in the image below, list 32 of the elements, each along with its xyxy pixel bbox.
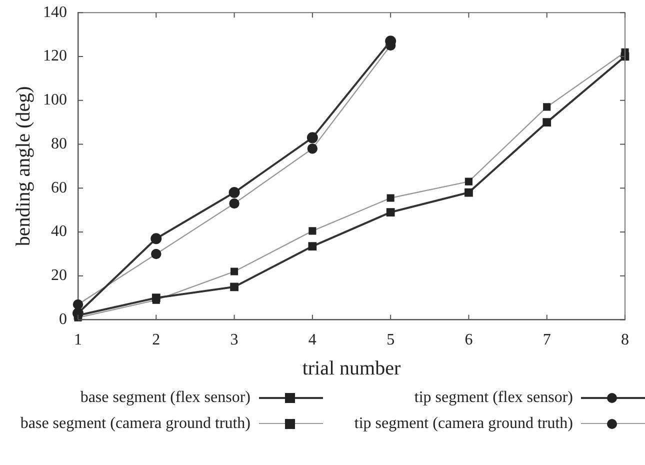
- y-axis-title: bending angle (deg): [12, 86, 34, 246]
- point: [228, 187, 240, 198]
- y-tick-label: 40: [51, 223, 67, 240]
- point: [230, 282, 238, 292]
- x-tick-label: 2: [152, 332, 160, 349]
- x-tick-label: 5: [386, 332, 395, 349]
- y-tick-label: 20: [51, 267, 67, 284]
- point: [306, 132, 318, 144]
- x-tick-label: 4: [308, 332, 316, 349]
- y-tick-label: 140: [43, 4, 67, 21]
- x-tick-label: 7: [542, 332, 551, 349]
- x-tick-label: 3: [230, 332, 238, 349]
- y-tick-label: 80: [51, 135, 67, 152]
- legend-label: tip segment (camera ground truth): [354, 415, 573, 433]
- y-tick-label: 100: [43, 92, 67, 109]
- point: [385, 36, 396, 47]
- legend-label: base segment (camera ground truth): [20, 415, 250, 433]
- legend-label: tip segment (flex sensor): [414, 389, 573, 407]
- x-tick-label: 6: [464, 332, 473, 349]
- y-tick-label: 60: [51, 179, 67, 196]
- point: [308, 242, 317, 250]
- x-tick-label: 1: [74, 332, 82, 349]
- legend-label: base segment (flex sensor): [80, 389, 250, 407]
- point: [542, 118, 552, 126]
- point: [150, 233, 162, 244]
- y-tick-label: 0: [59, 311, 67, 328]
- x-axis-title: trial number: [302, 357, 401, 380]
- y-tick-label: 120: [43, 48, 67, 65]
- point: [152, 294, 160, 302]
- x-tick-label: 8: [621, 332, 629, 349]
- point: [386, 208, 395, 216]
- point: [464, 188, 473, 197]
